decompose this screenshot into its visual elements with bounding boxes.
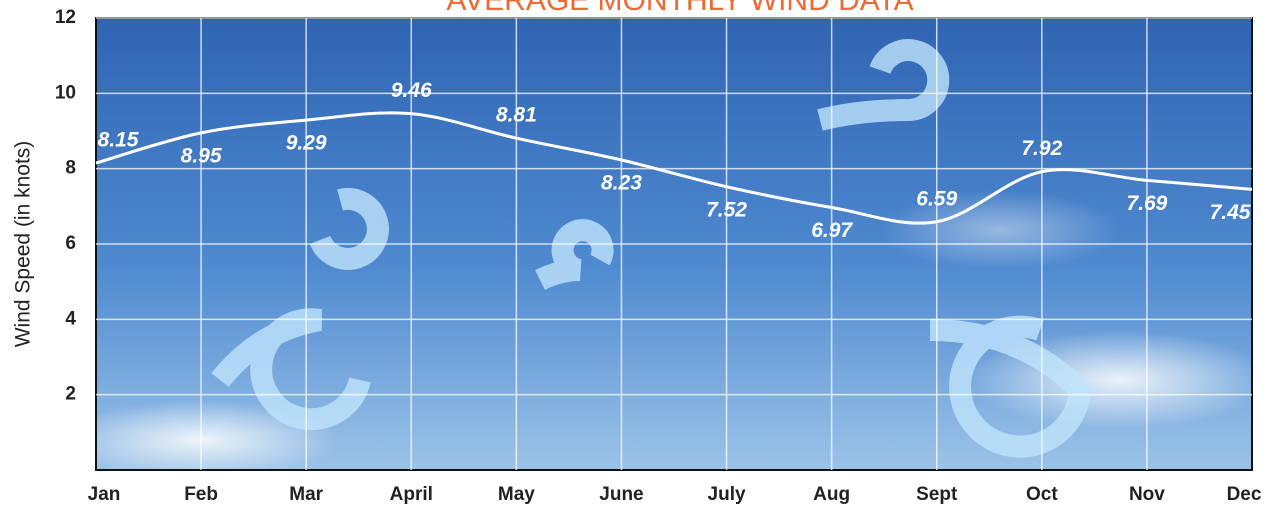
- x-tick-label: Sept: [916, 484, 958, 505]
- value-label: 8.15: [98, 129, 139, 152]
- x-tick-label: Mar: [289, 484, 323, 505]
- value-label: 7.45: [1210, 201, 1251, 224]
- x-tick-label: Oct: [1026, 484, 1058, 505]
- value-label: 7.92: [1021, 137, 1062, 160]
- x-tick-label: Aug: [813, 484, 850, 505]
- cloud: [880, 190, 1120, 270]
- value-label: 8.23: [601, 172, 642, 195]
- value-label: 9.29: [286, 132, 327, 155]
- value-label: 7.69: [1126, 192, 1167, 215]
- cloud: [60, 400, 340, 480]
- value-label: 8.95: [181, 144, 222, 167]
- x-tick-label: July: [708, 484, 746, 505]
- value-label: 8.81: [496, 104, 537, 127]
- x-tick-label: Feb: [184, 484, 218, 505]
- value-label: 6.59: [916, 187, 957, 210]
- y-tick-label: 2: [65, 384, 76, 405]
- y-axis-title: Wind Speed (in knots): [12, 141, 35, 348]
- x-tick-label: Jan: [88, 484, 121, 505]
- y-tick-label: 4: [65, 308, 76, 329]
- value-label: 7.52: [706, 198, 747, 221]
- y-tick-label: 6: [65, 233, 76, 254]
- x-tick-label: April: [390, 484, 433, 505]
- x-tick-label: May: [498, 484, 535, 505]
- wind-line: [95, 111, 1253, 225]
- chart-title: AVERAGE MONTHLY WIND DATA: [446, 0, 913, 17]
- value-label: 6.97: [811, 219, 853, 242]
- x-tick-label: Nov: [1129, 484, 1165, 505]
- y-tick-label: 12: [55, 7, 76, 28]
- x-tick-label: Dec: [1227, 484, 1262, 505]
- y-tick-label: 10: [55, 82, 76, 103]
- y-tick-label: 8: [65, 158, 76, 179]
- value-label: 9.46: [391, 79, 432, 102]
- x-tick-label: June: [599, 484, 643, 505]
